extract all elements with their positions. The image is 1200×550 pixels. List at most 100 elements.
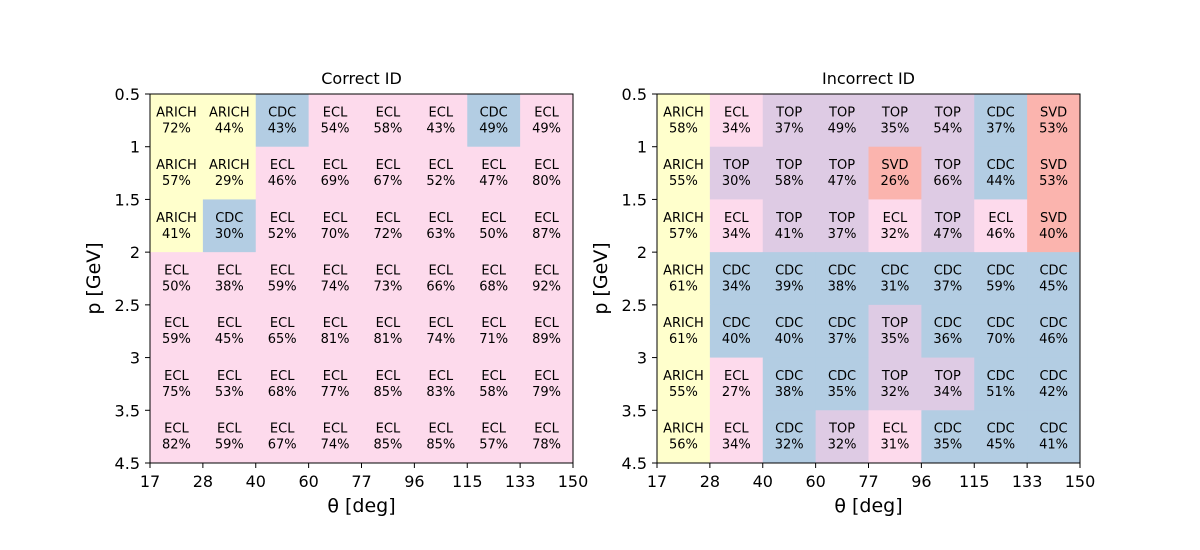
cell-detector-label: ARICH	[663, 105, 704, 120]
cell-percent-label: 50%	[479, 227, 508, 242]
cell-detector-label: CDC	[934, 422, 962, 437]
cell-fill	[762, 357, 817, 411]
cell-percent-label: 31%	[880, 280, 909, 295]
cell-fill	[868, 304, 922, 359]
cell-detector-label: ECL	[270, 369, 295, 384]
x-tick-label: 77	[351, 472, 371, 491]
cell-detector-label: CDC	[775, 422, 803, 437]
cell-fill	[150, 94, 204, 148]
cell-fill	[414, 304, 468, 359]
cell-fill	[414, 252, 468, 306]
cell-detector-label: ECL	[429, 264, 454, 279]
cell-detector-label: TOP	[775, 158, 802, 173]
y-tick-label: 1	[130, 138, 140, 157]
cell-fill	[150, 146, 204, 200]
cell-fill	[815, 94, 869, 148]
cell-percent-label: 45%	[1039, 280, 1068, 295]
cell-fill	[202, 410, 257, 464]
cell-fill	[202, 199, 257, 253]
cell-percent-label: 72%	[162, 121, 191, 136]
cell-fill	[762, 199, 817, 253]
cell-detector-label: ECL	[724, 211, 749, 226]
cell-percent-label: 47%	[828, 174, 857, 189]
cell-percent-label: 61%	[669, 332, 698, 347]
cell-detector-label: CDC	[1039, 369, 1067, 384]
cell-percent-label: 70%	[321, 227, 350, 242]
cell-fill	[308, 199, 362, 253]
cell-percent-label: 44%	[986, 174, 1015, 189]
cell-percent-label: 73%	[373, 280, 402, 295]
cell-fill	[657, 146, 711, 200]
cell-fill	[414, 357, 468, 411]
cell-fill	[414, 410, 468, 464]
cell-detector-label: CDC	[1039, 264, 1067, 279]
cell-fill	[762, 146, 817, 200]
cell-detector-label: ECL	[270, 158, 295, 173]
cell-percent-label: 53%	[215, 385, 244, 400]
x-axis-label: θ [deg]	[327, 495, 395, 517]
cell-percent-label: 42%	[1039, 385, 1068, 400]
cell-detector-label: SVD	[881, 158, 908, 173]
cell-percent-label: 55%	[669, 174, 698, 189]
x-tick-label: 150	[558, 472, 589, 491]
cell-percent-label: 85%	[373, 385, 402, 400]
cell-detector-label: ECL	[217, 369, 242, 384]
cell-detector-label: ECL	[376, 158, 401, 173]
cell-detector-label: TOP	[881, 105, 908, 120]
cell-percent-label: 67%	[268, 438, 297, 453]
cell-detector-label: TOP	[828, 211, 855, 226]
cell-percent-label: 41%	[1039, 438, 1068, 453]
cell-fill	[255, 357, 310, 411]
cell-fill	[921, 199, 975, 253]
cell-detector-label: ECL	[270, 264, 295, 279]
cell-percent-label: 52%	[426, 174, 455, 189]
cell-detector-label: ECL	[376, 105, 401, 120]
cell-fill	[308, 252, 362, 306]
cell-fill	[150, 252, 204, 306]
cell-detector-label: ECL	[217, 264, 242, 279]
cell-percent-label: 49%	[479, 121, 508, 136]
cell-fill	[150, 357, 204, 411]
cell-fill	[921, 304, 975, 359]
cell-fill	[202, 146, 257, 200]
cell-detector-label: CDC	[987, 422, 1015, 437]
cell-fill	[414, 146, 468, 200]
cell-detector-label: ECL	[270, 211, 295, 226]
cell-detector-label: CDC	[775, 264, 803, 279]
cell-detector-label: ECL	[534, 369, 559, 384]
cell-percent-label: 53%	[1039, 121, 1068, 136]
cell-percent-label: 56%	[669, 438, 698, 453]
cell-fill	[467, 410, 521, 464]
cell-percent-label: 32%	[880, 227, 909, 242]
x-tick-label: 40	[753, 472, 773, 491]
cell-fill	[520, 357, 574, 411]
cell-percent-label: 47%	[933, 227, 962, 242]
cell-percent-label: 34%	[933, 385, 962, 400]
cell-detector-label: SVD	[1040, 158, 1067, 173]
cell-percent-label: 36%	[933, 332, 962, 347]
cell-percent-label: 57%	[479, 438, 508, 453]
cell-fill	[255, 199, 310, 253]
cell-percent-label: 32%	[828, 438, 857, 453]
